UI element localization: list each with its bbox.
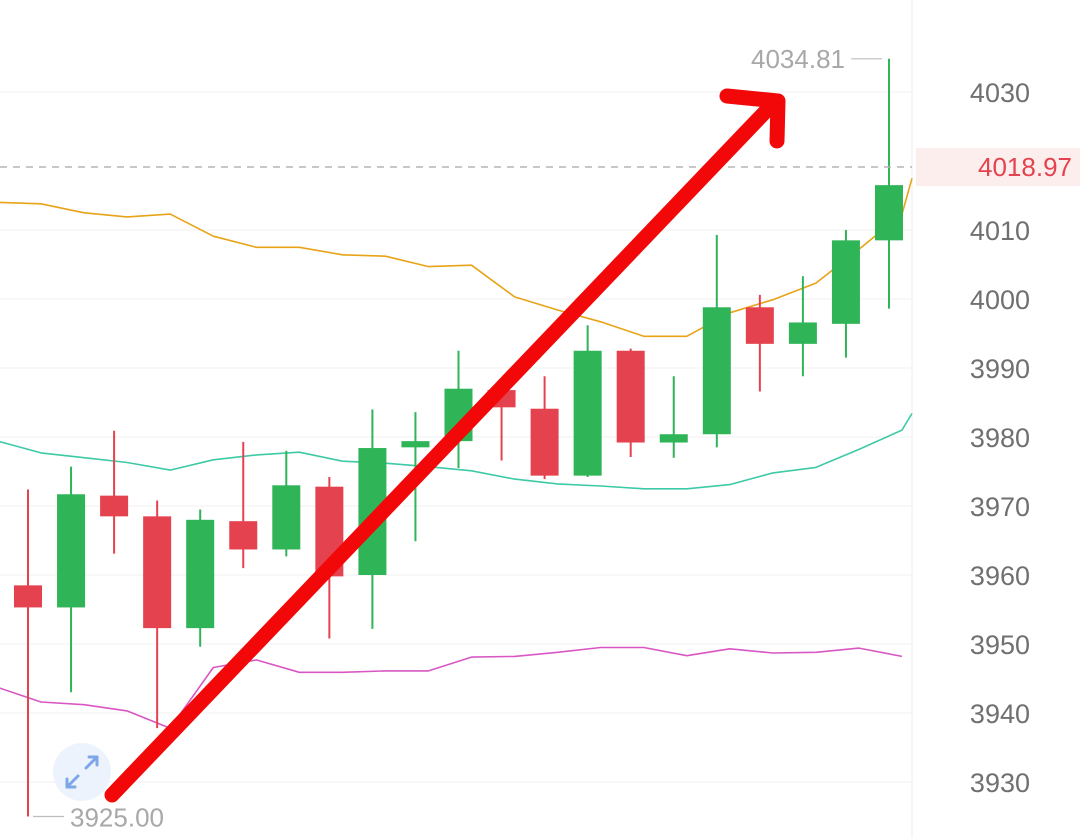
y-tick-label: 3940 — [970, 699, 1030, 729]
candle-down — [143, 500, 172, 729]
trend-arrow — [104, 88, 786, 803]
candle-body — [788, 322, 817, 344]
candle-down — [100, 430, 129, 554]
candle-body — [745, 307, 774, 344]
trend-arrow-shaft — [104, 103, 774, 803]
candle-down — [616, 348, 645, 458]
high-price-label: 4034.81 — [751, 44, 845, 74]
candle-down — [530, 376, 559, 480]
candle-up — [573, 325, 602, 478]
candle-body — [702, 307, 731, 435]
candle-up — [272, 450, 301, 557]
y-tick-label: 3970 — [970, 492, 1030, 522]
candle-down — [745, 294, 774, 392]
expand-button[interactable] — [53, 743, 111, 801]
candle-down — [14, 489, 42, 817]
candle-body — [616, 350, 645, 443]
candle-down — [229, 441, 258, 569]
candle-up — [831, 230, 860, 358]
current-price-marker: 4018.97 — [0, 148, 1080, 186]
y-tick-label: 4000 — [970, 285, 1030, 315]
y-tick-label: 3960 — [970, 561, 1030, 591]
ma-line-1 — [0, 178, 913, 338]
candle-body — [831, 240, 860, 324]
ma-line-3 — [0, 646, 903, 730]
ma-line-2 — [0, 413, 913, 490]
candle-body — [14, 585, 42, 608]
moving-average-lines — [0, 178, 913, 730]
y-tick-label: 4030 — [970, 78, 1030, 108]
expand-arrows-icon — [65, 755, 99, 789]
candle-body — [530, 408, 559, 476]
candle-up — [702, 234, 731, 448]
candle-body — [272, 485, 301, 550]
candle-body — [229, 521, 258, 550]
candle-body — [875, 185, 903, 241]
y-tick-label: 3950 — [970, 630, 1030, 660]
y-tick-label: 3930 — [970, 768, 1030, 798]
trend-arrow-head — [719, 88, 786, 149]
candle-body — [57, 494, 86, 608]
low-price-label: 3925.00 — [70, 803, 164, 833]
current-price-badge — [916, 148, 1080, 186]
candle-up — [186, 509, 215, 647]
current-price-label: 4018.97 — [978, 152, 1072, 182]
candle-up — [659, 376, 688, 458]
candle-body — [100, 495, 129, 517]
candle-up — [875, 58, 903, 309]
y-tick-label: 4010 — [970, 216, 1030, 246]
candle-up — [57, 466, 86, 693]
candle-body — [143, 516, 172, 629]
candle-up — [788, 276, 817, 377]
candle-body — [401, 441, 430, 448]
y-axis: 4030 4010 4000 3990 3980 3970 3960 3950 3940 3930 — [970, 78, 1030, 798]
y-tick-label: 3990 — [970, 354, 1030, 384]
extreme-labels: 4034.81 3925.00 — [33, 44, 882, 833]
candle-body — [186, 519, 215, 629]
y-tick-label: 3980 — [970, 423, 1030, 453]
candle-body — [659, 434, 688, 443]
candle-body — [573, 350, 602, 476]
